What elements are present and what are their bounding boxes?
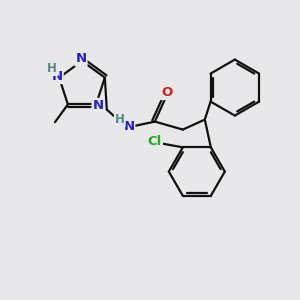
Text: H: H bbox=[47, 62, 57, 75]
Text: N: N bbox=[75, 52, 87, 65]
Text: O: O bbox=[161, 86, 172, 99]
Text: N: N bbox=[52, 70, 63, 83]
Text: N: N bbox=[92, 99, 104, 112]
Text: Cl: Cl bbox=[148, 135, 162, 148]
Text: N: N bbox=[123, 120, 134, 133]
Text: H: H bbox=[115, 113, 125, 126]
